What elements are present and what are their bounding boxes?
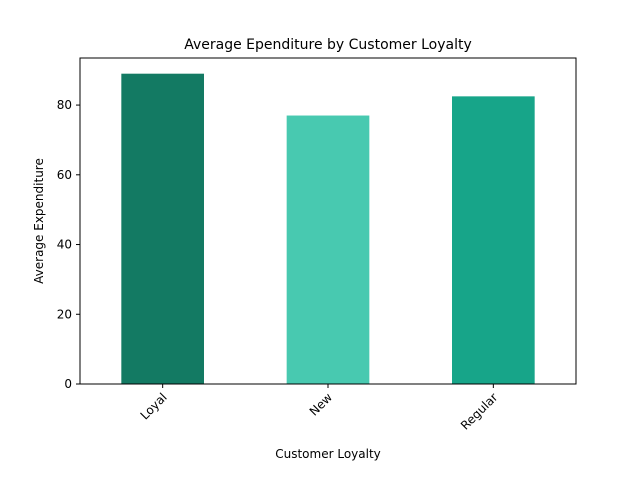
- y-tick-label: 0: [64, 377, 72, 391]
- bar-new: [286, 115, 370, 384]
- y-tick-label: 60: [57, 168, 72, 182]
- y-tick-label: 80: [57, 98, 72, 112]
- chart-title: Average Ependiture by Customer Loyalty: [184, 37, 472, 53]
- bar-regular: [452, 96, 535, 384]
- y-tick-label: 40: [57, 238, 72, 252]
- y-axis-label: Average Expenditure: [32, 158, 46, 284]
- y-tick-label: 20: [57, 307, 72, 321]
- x-tick-label: Regular: [458, 390, 500, 432]
- x-axis-label: Customer Loyalty: [275, 447, 381, 461]
- x-tick-label: New: [307, 390, 336, 419]
- bar-loyal: [121, 73, 204, 384]
- bars-layer: [121, 73, 535, 384]
- x-tick-label: Loyal: [138, 390, 170, 422]
- plot-area-frame: [79, 57, 577, 385]
